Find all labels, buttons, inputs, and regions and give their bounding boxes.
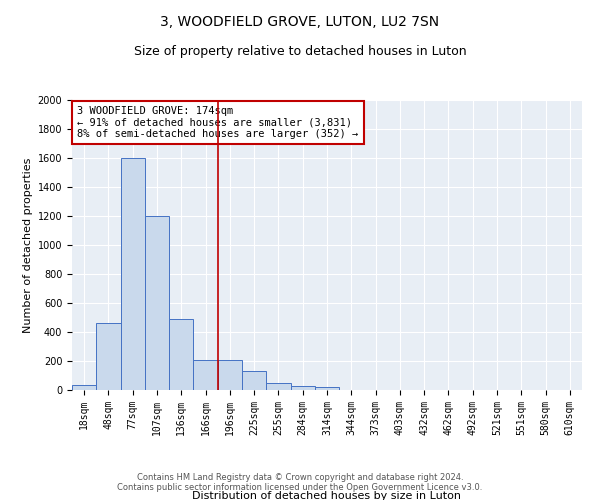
Bar [218, 360, 242, 390]
Text: Contains HM Land Registry data © Crown copyright and database right 2024.
Contai: Contains HM Land Registry data © Crown c… [118, 473, 482, 492]
Bar [96, 322, 121, 390]
Bar [315, 387, 339, 390]
Y-axis label: Number of detached properties: Number of detached properties [23, 158, 34, 332]
Bar [72, 385, 96, 390]
Bar [193, 360, 218, 390]
X-axis label: Distribution of detached houses by size in Luton: Distribution of detached houses by size … [193, 490, 461, 500]
Bar [145, 216, 169, 390]
Text: 3 WOODFIELD GROVE: 174sqm
← 91% of detached houses are smaller (3,831)
8% of sem: 3 WOODFIELD GROVE: 174sqm ← 91% of detac… [77, 106, 358, 139]
Bar [242, 371, 266, 390]
Bar [169, 319, 193, 390]
Text: 3, WOODFIELD GROVE, LUTON, LU2 7SN: 3, WOODFIELD GROVE, LUTON, LU2 7SN [160, 15, 440, 29]
Bar [290, 386, 315, 390]
Text: Size of property relative to detached houses in Luton: Size of property relative to detached ho… [134, 45, 466, 58]
Bar [266, 384, 290, 390]
Bar [121, 158, 145, 390]
